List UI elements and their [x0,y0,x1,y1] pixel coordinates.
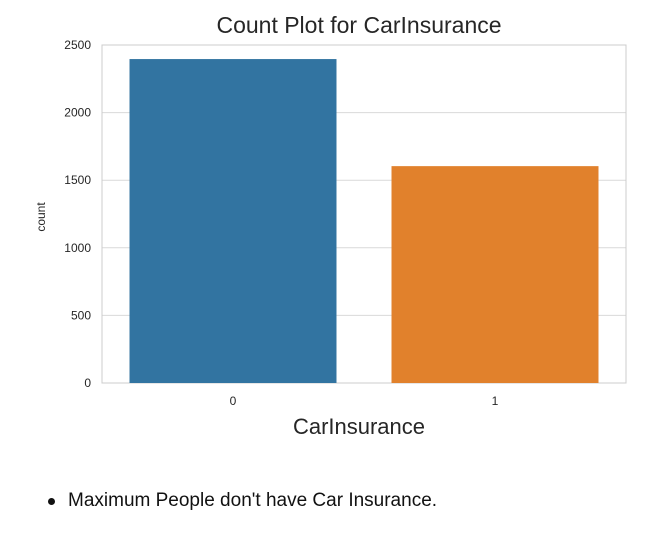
y-tick-label: 0 [84,376,91,390]
count-plot-figure: Count Plot for CarInsurance 0 500 1000 1500… [34,12,627,439]
notes-list: Maximum People don't have Car Insurance. [48,489,437,513]
bar-0 [129,59,337,384]
y-tick-label: 1000 [64,241,91,255]
bullet-icon [48,498,55,505]
plot-area-frame [101,44,627,384]
chart-title: Count Plot for CarInsurance [216,12,501,38]
y-axis-label: count [34,202,48,232]
y-axis-ticks: 0 500 1000 1500 2000 2500 [64,38,91,390]
notes-list-item: Maximum People don't have Car Insurance. [48,489,437,513]
y-tick-label: 2000 [64,106,91,120]
x-tick-label: 1 [492,394,499,408]
x-axis-label: CarInsurance [293,414,425,439]
x-tick-label: 0 [230,394,237,408]
y-tick-label: 500 [71,308,91,322]
y-tick-label: 1500 [64,173,91,187]
bar-1 [391,166,599,383]
y-tick-label: 2500 [64,38,91,52]
note-text: Maximum People don't have Car Insurance. [68,490,438,511]
bars [129,59,599,384]
count-plot-chart: Count Plot for CarInsurance 0 500 1000 1500… [34,12,627,439]
